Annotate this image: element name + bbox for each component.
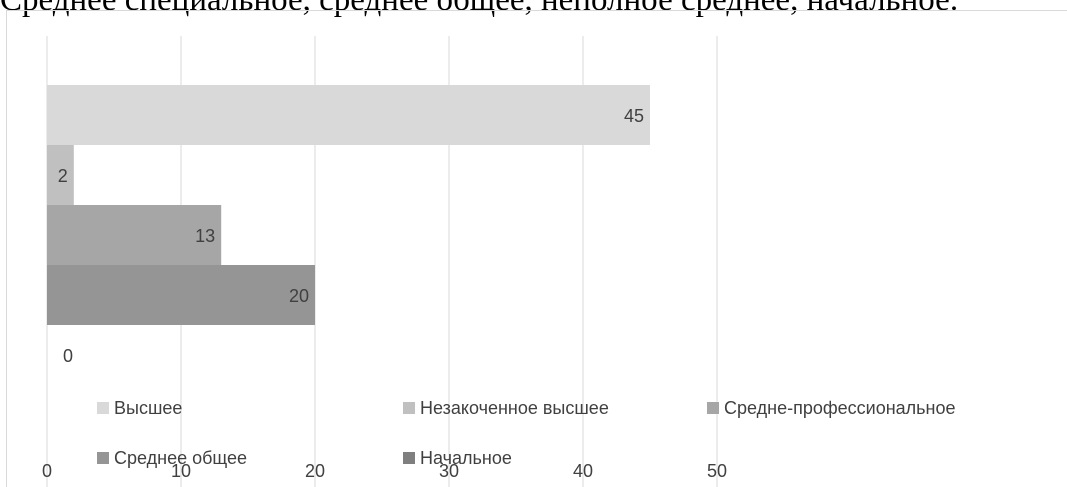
legend-label-1: Высшее — [114, 398, 182, 418]
x-tick-label-40: 40 — [573, 461, 593, 481]
x-axis-ticks: 0 10 20 30 40 50 — [42, 461, 727, 481]
legend-swatch-2 — [403, 402, 415, 414]
data-labels: 45 2 13 20 0 — [58, 106, 644, 366]
x-tick-label-0: 0 — [42, 461, 52, 481]
bar-3 — [47, 205, 222, 265]
legend-swatch-3 — [707, 402, 719, 414]
legend-label-2: Незакоченное высшее — [420, 398, 609, 418]
data-label-2: 2 — [58, 166, 68, 186]
legend-swatch-4 — [97, 452, 109, 464]
bar-1 — [47, 85, 650, 145]
legend-label-5: Начальное — [420, 448, 512, 468]
bars — [47, 85, 650, 325]
legend-label-4: Среднее общее — [114, 448, 247, 468]
x-tick-label-50: 50 — [707, 461, 727, 481]
document-text-line: Среднее специальное, среднее общее, непо… — [0, 0, 959, 18]
bar-4 — [47, 265, 315, 325]
legend: Высшее Незакоченное высшее Средне-професси… — [97, 398, 956, 468]
data-label-1: 45 — [624, 106, 644, 126]
chart-frame — [6, 10, 1067, 487]
data-label-5: 0 — [63, 346, 73, 366]
legend-label-3: Средне-профессиональное — [724, 398, 956, 418]
x-tick-label-20: 20 — [305, 461, 325, 481]
x-tick-label-30: 30 — [439, 461, 459, 481]
data-label-3: 13 — [195, 226, 215, 246]
bar-2 — [47, 145, 74, 205]
data-label-4: 20 — [289, 286, 309, 306]
legend-swatch-5 — [403, 452, 415, 464]
x-tick-label-10: 10 — [171, 461, 191, 481]
legend-swatch-1 — [97, 402, 109, 414]
